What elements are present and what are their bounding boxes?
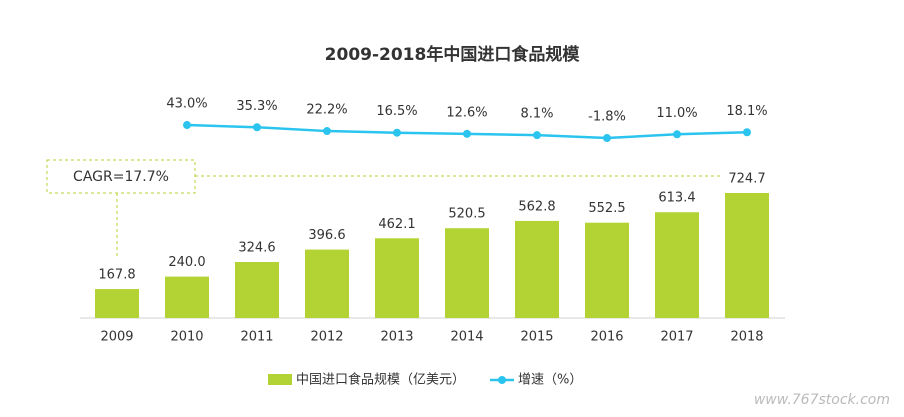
bar	[305, 249, 349, 318]
value-label: 11.0%	[656, 106, 697, 121]
legend-swatch	[268, 374, 292, 385]
value-label: 396.6	[308, 228, 345, 243]
watermark: www.767stock.com	[754, 392, 890, 408]
value-label: -1.8%	[588, 110, 626, 125]
bar	[725, 192, 769, 318]
value-label: 167.8	[98, 268, 135, 283]
legend-label: 增速（%）	[518, 373, 582, 388]
legend-swatch	[498, 376, 506, 384]
line-point	[603, 134, 611, 143]
bar	[445, 228, 489, 318]
x-tick-label: 2016	[590, 330, 623, 345]
x-tick-label: 2010	[170, 330, 203, 345]
line-point	[183, 121, 191, 130]
value-label: 324.6	[238, 241, 275, 256]
value-label: 724.7	[728, 171, 765, 186]
value-label: 552.5	[588, 201, 625, 216]
line-point	[323, 127, 331, 136]
x-tick-label: 2017	[660, 330, 693, 345]
line-point	[393, 128, 401, 137]
value-label: 16.5%	[376, 104, 417, 119]
line-point	[533, 131, 541, 140]
value-label: 8.1%	[520, 107, 553, 122]
bar	[95, 289, 139, 318]
line-point	[673, 130, 681, 139]
value-label: 240.0	[168, 255, 205, 270]
value-label: 43.0%	[166, 97, 207, 112]
value-label: 35.3%	[236, 99, 277, 114]
annotation: CAGR=17.7%	[73, 169, 169, 185]
bar	[235, 262, 279, 318]
x-tick-label: 2012	[310, 330, 343, 345]
chart-title: 2009-2018年中国进口食品规模	[325, 44, 581, 65]
bar	[515, 220, 559, 318]
value-label: 18.1%	[726, 104, 767, 119]
value-label: 12.6%	[446, 105, 487, 120]
x-tick-label: 2011	[240, 330, 273, 345]
x-tick-label: 2014	[450, 330, 483, 345]
value-label: 22.2%	[306, 103, 347, 118]
bar	[585, 222, 629, 318]
line-point	[743, 128, 751, 137]
line-point	[253, 123, 261, 132]
x-tick-label: 2009	[100, 330, 133, 345]
value-label: 520.5	[448, 207, 485, 222]
value-label: 613.4	[658, 191, 695, 206]
x-tick-label: 2018	[730, 330, 763, 345]
x-tick-label: 2015	[520, 330, 553, 345]
x-tick-label: 2013	[380, 330, 413, 345]
bar	[655, 212, 699, 318]
legend-label: 中国进口食品规模（亿美元）	[296, 372, 465, 388]
bar	[375, 238, 419, 318]
value-label: 562.8	[518, 199, 555, 214]
value-label: 462.1	[378, 217, 415, 232]
bar	[165, 276, 209, 318]
line-point	[463, 129, 471, 138]
